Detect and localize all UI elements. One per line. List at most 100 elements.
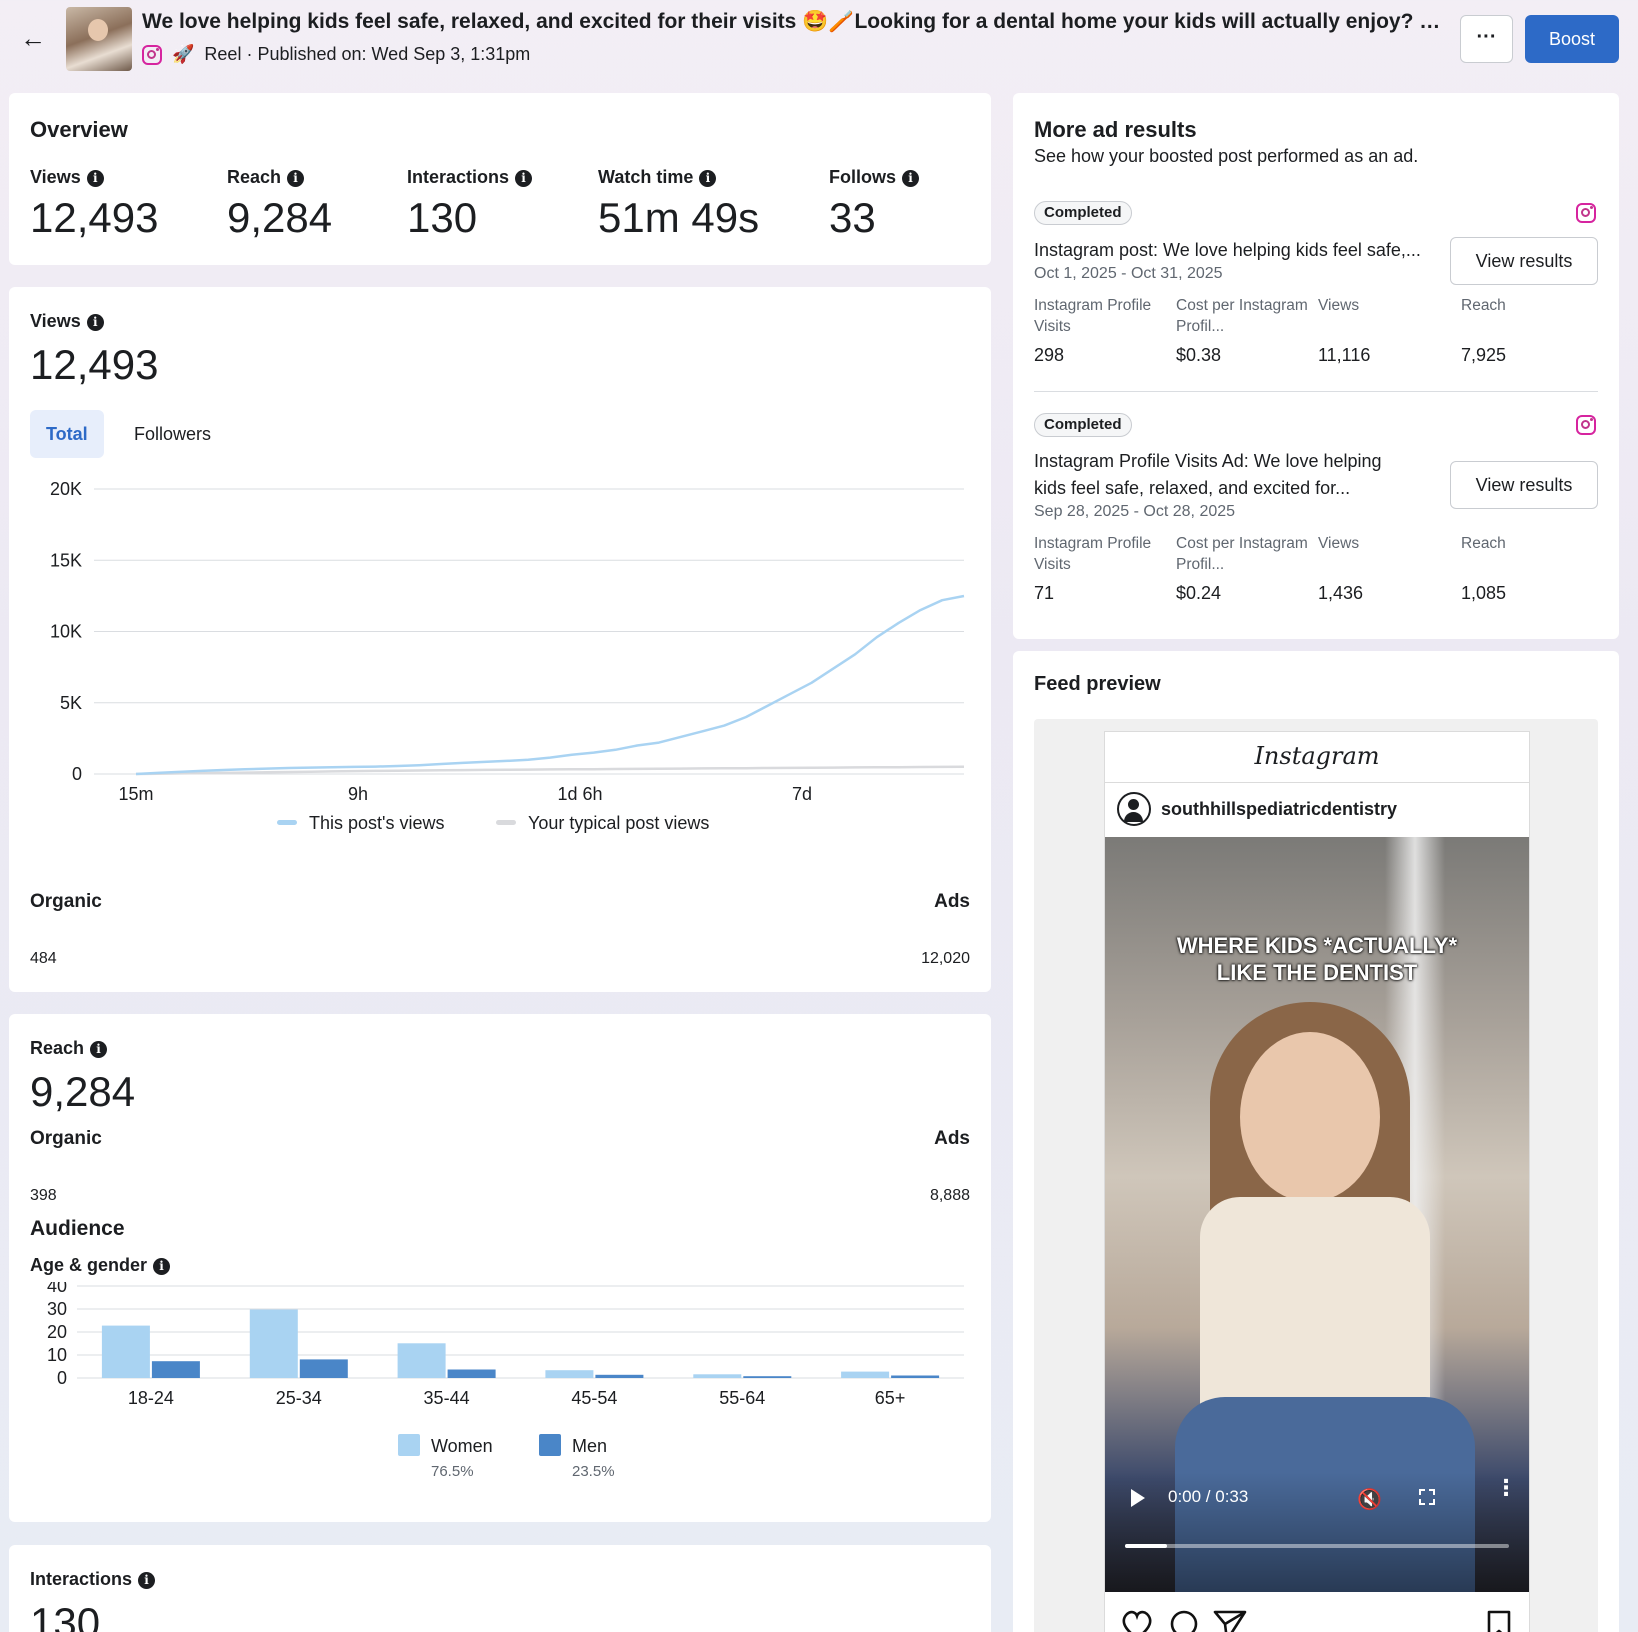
views-value: 12,493 xyxy=(30,341,159,388)
ads-value: 8,888 xyxy=(929,1187,970,1204)
ad-results-card: More ad results See how your boosted pos… xyxy=(1013,93,1619,639)
post-thumbnail[interactable] xyxy=(66,7,132,71)
stat-label: Reach xyxy=(1461,297,1506,314)
muted-speaker-icon[interactable]: 🔇 xyxy=(1357,1489,1382,1511)
stat-value: 1,436 xyxy=(1318,583,1364,603)
x-tick-label: 1d 6h xyxy=(557,784,602,804)
interactions-value: 130 xyxy=(30,1599,101,1632)
organic-value: 398 xyxy=(30,1187,57,1204)
instagram-post-mock: Instagram southhillspediatricdentistry W… xyxy=(1104,731,1530,1632)
metric-value: 33 xyxy=(829,194,876,241)
info-icon[interactable]: i xyxy=(902,170,919,187)
y-tick-label: 20K xyxy=(50,479,82,499)
metric-value: 9,284 xyxy=(227,194,333,241)
x-tick-label: 25-34 xyxy=(276,1388,322,1408)
metric-follows: Follows i 33 xyxy=(829,167,919,242)
views-line-chart: 0 5K 10K 15K 20K 15m 9h 1d 6h 7d This post's view… xyxy=(50,479,965,833)
video-controls xyxy=(1105,1472,1529,1592)
info-icon[interactable]: i xyxy=(86,170,104,187)
ad-name[interactable]: Instagram Profile Visits Ad: We love hel… xyxy=(1034,451,1382,498)
ad-results-subtitle: See how your boosted post performed as a… xyxy=(1034,146,1419,166)
video-more-icon[interactable]: ⋮ xyxy=(1495,1475,1517,1500)
ad-dates: Oct 1, 2025 - Oct 31, 2025 xyxy=(1034,265,1223,282)
stat-value: $0.38 xyxy=(1176,345,1222,365)
heart-icon[interactable] xyxy=(1122,1610,1152,1632)
x-tick-label: 65+ xyxy=(875,1388,906,1408)
divider xyxy=(1034,391,1598,392)
metric-label: Interactions xyxy=(407,167,510,187)
info-icon[interactable]: i xyxy=(138,1572,156,1589)
ad-name[interactable]: Instagram post: We love helping kids fee… xyxy=(1034,240,1421,260)
stat-value: 7,925 xyxy=(1461,345,1507,365)
share-icon[interactable] xyxy=(1213,1610,1247,1632)
stat-label: Views xyxy=(1318,535,1360,552)
video-progress-track[interactable] xyxy=(1125,1544,1509,1548)
views-card: Views i 12,493 Total Followers 0 5K 10K 15K 2… xyxy=(9,287,991,992)
x-tick-label: 35-44 xyxy=(424,1388,470,1408)
post-author: southhillspediatricdentistry xyxy=(1117,792,1397,826)
post-meta: 🚀 Reel · Published on: Wed Sep 3, 1:31pm xyxy=(142,44,530,65)
metric-label: Watch time xyxy=(598,167,694,187)
women-bar-25-34 xyxy=(249,1309,298,1378)
stat-label: Cost per Instagram Profil... xyxy=(1176,535,1308,573)
stat-value: 1,085 xyxy=(1461,583,1507,603)
legend-label: This post's views xyxy=(309,813,444,833)
ads-value: 12,020 xyxy=(921,950,970,967)
reel-video[interactable]: WHERE KIDS *ACTUALLY* LIKE THE DENTIST 0… xyxy=(1105,837,1529,1592)
reach-label: Reach xyxy=(30,1038,85,1058)
video-caption: WHERE KIDS *ACTUALLY* LIKE THE DENTIST xyxy=(1105,932,1529,986)
view-results-button[interactable]: View results xyxy=(1450,237,1598,285)
username: southhillspediatricdentistry xyxy=(1161,798,1398,819)
men-bar-45-54 xyxy=(595,1374,644,1378)
x-tick-label: 15m xyxy=(118,784,153,804)
info-icon[interactable]: i xyxy=(86,314,104,331)
views-label-row: Views i xyxy=(30,311,104,332)
metric-label: Follows xyxy=(829,167,896,187)
feed-preview-title: Feed preview xyxy=(1034,673,1161,695)
view-results-button[interactable]: View results xyxy=(1450,461,1598,509)
y-tick-label: 0 xyxy=(57,1368,67,1388)
fullscreen-icon[interactable] xyxy=(1419,1489,1435,1505)
y-tick-label: 20 xyxy=(47,1322,67,1342)
reach-label-row: Reach i xyxy=(30,1038,108,1059)
instagram-icon xyxy=(1576,203,1596,223)
views-label: Views xyxy=(30,311,81,331)
instagram-icon xyxy=(142,44,162,65)
metric-label: Reach xyxy=(227,167,282,187)
more-options-button[interactable]: ··· xyxy=(1460,15,1513,63)
ad-dates: Sep 28, 2025 - Oct 28, 2025 xyxy=(1034,503,1236,520)
info-icon[interactable]: i xyxy=(699,170,717,187)
organic-label: Organic xyxy=(30,891,102,912)
instagram-icon xyxy=(1576,415,1596,435)
overview-title: Overview xyxy=(30,117,128,142)
rocket-icon: 🚀 xyxy=(172,44,195,64)
women-bar-18-24 xyxy=(101,1325,150,1378)
legend-label: Women xyxy=(431,1436,493,1456)
comment-icon[interactable] xyxy=(1170,1610,1198,1632)
post-meta-text: Reel · Published on: Wed Sep 3, 1:31pm xyxy=(204,44,531,64)
status-badge: Completed xyxy=(1034,201,1132,225)
legend-label: Men xyxy=(572,1436,607,1456)
x-tick-label: 55-64 xyxy=(719,1388,765,1408)
video-subject-face xyxy=(1240,1032,1380,1202)
feed-preview-card: Feed preview Instagram southhillspediatr… xyxy=(1013,651,1619,1632)
play-icon[interactable] xyxy=(1131,1489,1145,1507)
metric-label: Views xyxy=(30,167,81,187)
info-icon[interactable]: i xyxy=(515,170,533,187)
stat-value: 11,116 xyxy=(1318,345,1371,365)
boost-button[interactable]: Boost xyxy=(1525,15,1619,63)
overview-card: Overview Views i 12,493 Reach i 9,284 Inte… xyxy=(9,93,991,265)
back-arrow-icon[interactable]: ← xyxy=(20,23,46,53)
men-bar-55-64 xyxy=(743,1376,792,1378)
tab-total[interactable]: Total xyxy=(30,410,104,458)
stat-label: Views xyxy=(1318,297,1360,314)
legend-swatch xyxy=(496,820,516,825)
tab-followers[interactable]: Followers xyxy=(134,424,212,444)
info-icon[interactable]: i xyxy=(90,1041,108,1058)
women-bar-55-64 xyxy=(693,1374,742,1378)
info-icon[interactable]: i xyxy=(287,170,305,187)
metric-value: 12,493 xyxy=(30,194,159,241)
men-bar-65+ xyxy=(891,1375,940,1378)
info-icon[interactable]: i xyxy=(153,1258,171,1275)
bookmark-icon[interactable] xyxy=(1487,1610,1511,1632)
